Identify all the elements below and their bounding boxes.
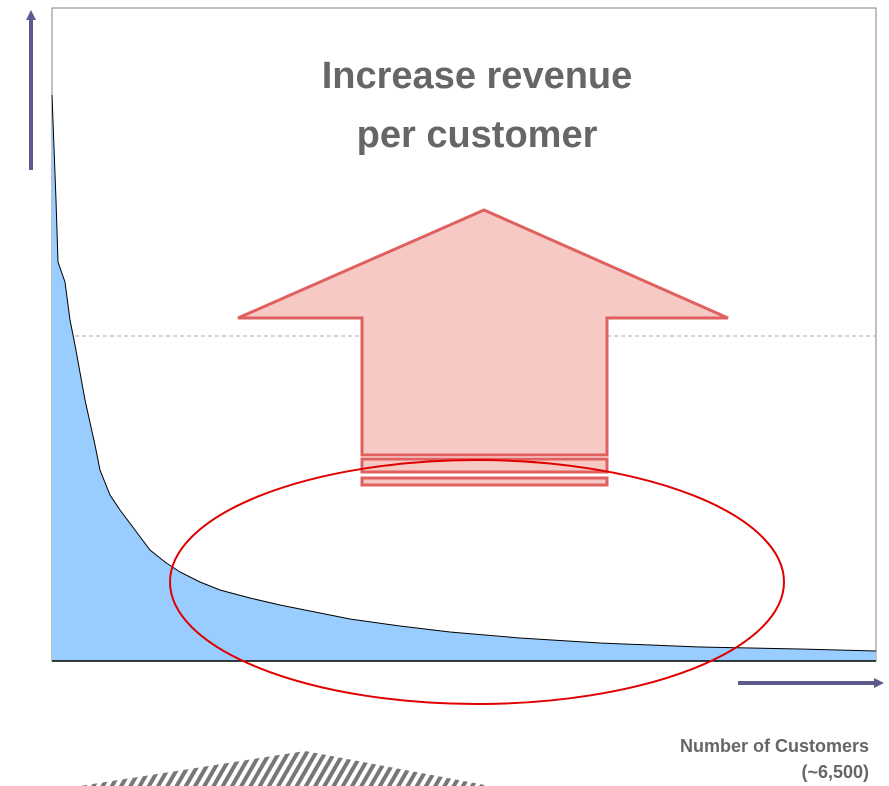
focus-ellipse	[169, 459, 785, 705]
title-line: Increase revenue	[322, 55, 633, 97]
revenue-area	[52, 95, 876, 661]
axis-label: (~6,500)	[801, 762, 869, 782]
axis-label: Number of Customers	[680, 736, 869, 756]
hatched-shape	[80, 751, 490, 786]
arrow-bar	[360, 476, 609, 487]
up-arrow	[237, 208, 729, 457]
title-line: per customer	[357, 114, 598, 156]
